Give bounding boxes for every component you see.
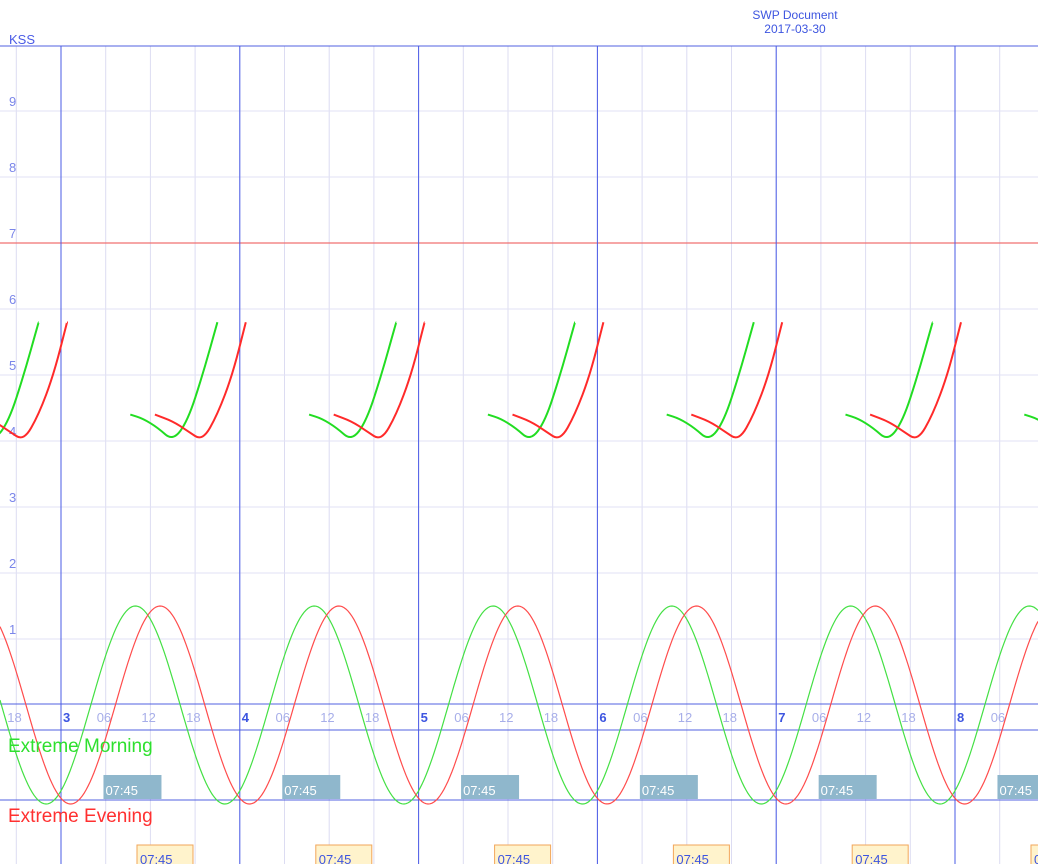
- y-tick-label: 4: [9, 424, 16, 439]
- evening-time-label: 07:45: [676, 852, 709, 864]
- day-label: 7: [778, 710, 785, 725]
- hour-tick-label: 06: [991, 710, 1005, 725]
- y-tick-label: 7: [9, 226, 16, 241]
- evening-time-box: [851, 844, 909, 864]
- hour-tick-label: 18: [901, 710, 915, 725]
- y-tick-label: 3: [9, 490, 16, 505]
- evening-time-box: [494, 844, 552, 864]
- hour-tick-label: 06: [276, 710, 290, 725]
- evening-time-box: [672, 844, 730, 864]
- sleepiness-curve: [690, 321, 784, 439]
- hour-tick-label: 12: [320, 710, 334, 725]
- day-label: 6: [599, 710, 606, 725]
- evening-time-label: 07:45: [319, 852, 352, 864]
- y-tick-label: 9: [9, 94, 16, 109]
- sleepiness-curve: [512, 321, 605, 439]
- y-axis-label: KSS: [9, 32, 35, 47]
- sleepiness-curve: [0, 321, 40, 435]
- y-tick-label: 5: [9, 358, 16, 373]
- morning-time-box: [639, 775, 698, 799]
- y-tick-label: 2: [9, 556, 16, 571]
- morning-time-box: [997, 775, 1038, 799]
- hour-tick-label: 06: [454, 710, 468, 725]
- hour-tick-label: 18: [544, 710, 558, 725]
- row-label-evening: Extreme Evening: [8, 806, 153, 827]
- sleepiness-curve: [308, 321, 398, 439]
- morning-time-label: 07:45: [999, 783, 1032, 798]
- sleepiness-curve: [154, 321, 247, 439]
- evening-time-box: [136, 844, 194, 864]
- document-date: 2017-03-30: [764, 22, 826, 36]
- hour-tick-label: 18: [723, 710, 737, 725]
- evening-time-label: 07:45: [1034, 852, 1038, 864]
- hour-tick-label: 06: [812, 710, 826, 725]
- hour-tick-label: 12: [678, 710, 692, 725]
- morning-time-label: 07:45: [821, 783, 854, 798]
- evening-time-label: 07:45: [855, 852, 888, 864]
- hour-tick-label: 06: [633, 710, 647, 725]
- morning-time-label: 07:45: [642, 783, 675, 798]
- hour-tick-label: 12: [141, 710, 155, 725]
- y-tick-label: 8: [9, 160, 16, 175]
- hour-tick-label: 12: [857, 710, 871, 725]
- y-tick-label: 6: [9, 292, 16, 307]
- evening-time-box: [315, 844, 373, 864]
- morning-time-label: 07:45: [463, 783, 496, 798]
- hour-tick-label: 06: [97, 710, 111, 725]
- morning-time-label: 07:45: [105, 783, 138, 798]
- document-name: SWP Document: [752, 8, 838, 22]
- sleepiness-curve: [666, 321, 755, 439]
- sleepiness-curve: [129, 321, 219, 439]
- morning-time-label: 07:45: [284, 783, 317, 798]
- hour-tick-label: 18: [7, 710, 21, 725]
- day-label: 8: [957, 710, 964, 725]
- day-label: 4: [242, 710, 250, 725]
- sleepiness-curve: [869, 321, 962, 439]
- hour-tick-label: 18: [186, 710, 200, 725]
- document-title: SWP Document 2017-03-30: [740, 8, 850, 36]
- circadian-curve: [0, 605, 1038, 805]
- y-tick-label: 1: [9, 622, 16, 637]
- sleepiness-curve: [487, 321, 576, 439]
- sleepiness-curve: [0, 321, 69, 439]
- circadian-curve: [0, 605, 1038, 805]
- row-label-morning: Extreme Morning: [8, 736, 153, 757]
- sleepiness-curve: [1023, 413, 1038, 421]
- evening-time-label: 07:45: [140, 852, 173, 864]
- morning-time-box: [103, 775, 162, 799]
- morning-time-box: [461, 775, 520, 799]
- morning-time-box: [282, 775, 341, 799]
- day-label: 5: [421, 710, 428, 725]
- morning-time-box: [818, 775, 877, 799]
- evening-time-box: [1030, 844, 1038, 864]
- sleepiness-curve: [333, 321, 426, 439]
- sleepiness-curve: [845, 321, 934, 439]
- hour-tick-label: 18: [365, 710, 379, 725]
- hour-tick-label: 12: [499, 710, 513, 725]
- day-label: 3: [63, 710, 70, 725]
- evening-time-label: 07:45: [498, 852, 531, 864]
